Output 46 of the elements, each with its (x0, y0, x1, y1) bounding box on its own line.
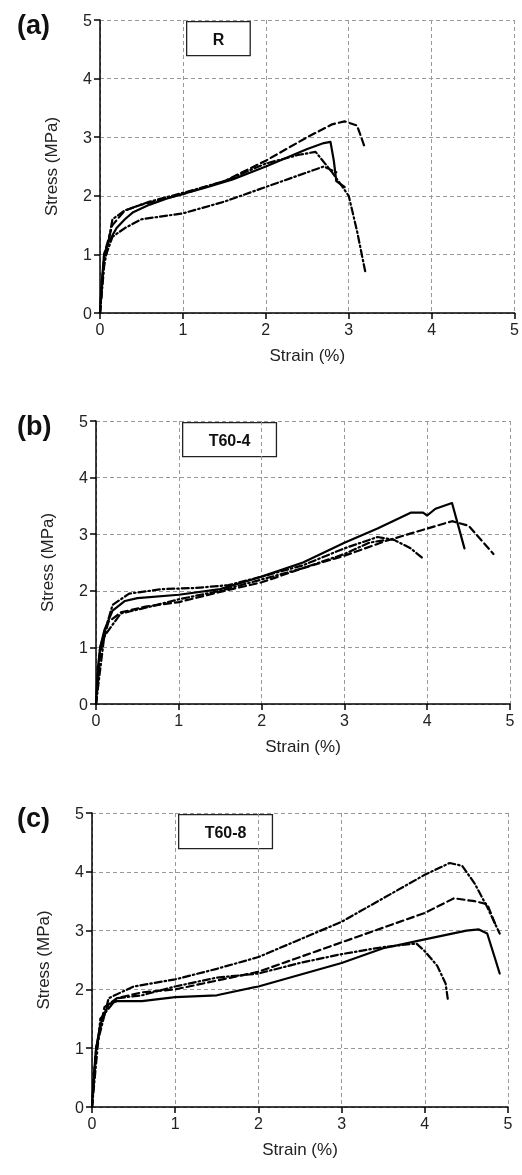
x-tick-label: 5 (510, 320, 520, 338)
y-tick-label: 4 (79, 469, 89, 487)
y-tick-label: 3 (83, 128, 93, 146)
y-tick-label: 0 (79, 695, 89, 713)
chart-title: (b) (17, 410, 52, 441)
y-tick-label: 2 (83, 187, 93, 205)
x-tick-label: 2 (253, 1114, 263, 1132)
x-tick-label: 2 (261, 320, 271, 338)
chart-title: (c) (17, 802, 50, 833)
x-axis-title: Strain (%) (262, 1140, 338, 1159)
y-tick-label: 1 (75, 1039, 85, 1057)
x-tick-label: 0 (95, 320, 105, 338)
x-tick-label: 1 (178, 320, 188, 338)
x-tick-label: 5 (503, 1114, 513, 1132)
x-tick-label: 1 (170, 1114, 180, 1132)
chart-title: (a) (17, 9, 50, 40)
x-tick-label: 5 (505, 711, 515, 729)
y-tick-label: 1 (83, 245, 93, 263)
x-tick-label: 4 (420, 1114, 430, 1132)
y-tick-label: 5 (83, 11, 93, 29)
y-tick-label: 4 (83, 70, 93, 88)
x-tick-label: 3 (339, 711, 349, 729)
annotation: R (212, 31, 225, 49)
y-tick-label: 3 (79, 525, 89, 543)
y-axis-title: Stress (MPa) (38, 512, 57, 613)
x-tick-label: 3 (344, 320, 354, 338)
y-tick-label: 2 (75, 980, 85, 998)
y-tick-label: 3 (75, 922, 85, 940)
y-tick-label: 5 (79, 412, 89, 430)
x-axis-title: Strain (%) (269, 346, 346, 365)
y-axis-title: Stress (MPa) (42, 116, 61, 217)
y-tick-label: 2 (79, 582, 89, 600)
y-tick-label: 0 (83, 304, 93, 322)
x-tick-label: 4 (422, 711, 432, 729)
x-axis-title: Strain (%) (265, 737, 341, 756)
annotation: T60-4 (208, 432, 251, 450)
annotation: T60-8 (204, 824, 247, 842)
y-tick-label: 1 (79, 638, 89, 656)
y-tick-label: 4 (75, 863, 85, 881)
y-tick-label: 0 (75, 1098, 85, 1116)
y-axis-title: Stress (MPa) (34, 910, 53, 1010)
x-tick-label: 2 (257, 711, 267, 729)
x-tick-label: 3 (337, 1114, 347, 1132)
x-tick-label: 4 (427, 320, 437, 338)
y-tick-label: 5 (75, 804, 85, 822)
x-tick-label: 1 (174, 711, 184, 729)
